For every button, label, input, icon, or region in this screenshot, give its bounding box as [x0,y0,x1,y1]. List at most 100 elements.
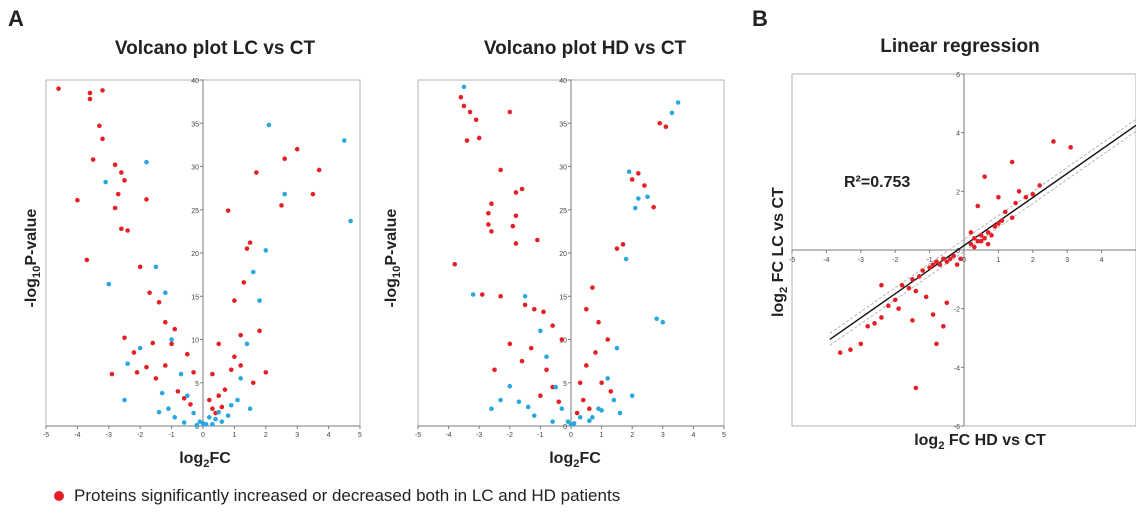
data-point [247,240,253,245]
data-point [608,389,614,394]
data-point [175,389,181,394]
x-tick-label: 4 [327,432,331,439]
x-tick-label: 2 [264,432,268,439]
data-point [544,367,549,373]
data-point [584,363,589,368]
data-point [522,293,528,299]
data-point [473,117,479,123]
data-point [996,221,1001,226]
data-point [574,410,580,416]
data-point [1051,139,1056,144]
data-point [944,259,950,265]
data-point [163,319,168,325]
x-tick-label: 0 [962,257,966,264]
data-point [645,194,650,200]
data-point [565,419,571,424]
data-point [927,265,932,270]
data-point [920,268,926,273]
data-point [985,241,991,247]
data-point [1068,145,1073,150]
data-point [467,109,473,115]
chart-title-hd: Volcano plot HD vs CT [483,38,687,59]
data-point [225,413,231,418]
data-point [144,197,149,202]
x-tick-label: 0 [569,432,573,439]
x-tick-label: -2 [507,432,513,439]
data-point [906,285,912,291]
data-point [629,177,635,182]
data-point [968,230,974,235]
data-point [858,341,864,347]
data-point [163,363,168,368]
y-tick-label: -6 [954,424,960,431]
data-point [342,138,347,143]
data-point [263,248,269,253]
data-point [669,110,675,116]
y-tick-label: 25 [191,208,199,215]
confidence-band-upper [829,118,1136,334]
data-point [498,293,503,299]
x-tick-label: 1 [996,257,1000,264]
data-point [244,246,250,251]
data-point [913,385,919,391]
data-point [559,337,565,342]
data-point [131,350,137,355]
data-point [112,205,118,211]
data-point [910,277,915,282]
data-point [194,422,200,428]
data-point [206,397,212,403]
data-point [879,315,884,320]
data-point [238,363,243,368]
y-tick-label: -2 [954,307,960,314]
data-point [489,406,494,412]
data-point [896,306,901,311]
data-point [513,190,519,195]
y-tick-label: 4 [956,131,960,138]
data-point [181,396,187,401]
chart-title-lc: Volcano plot LC vs CT [114,38,316,59]
data-point [238,376,243,381]
x-tick-label: -5 [789,257,795,264]
data-point [169,337,174,342]
data-point [100,88,105,93]
data-point [122,335,127,341]
data-point [978,238,984,244]
data-point [181,420,187,425]
y-tick-label: 6 [956,72,960,79]
legend-red-dot [54,491,64,501]
data-point [310,191,316,197]
data-point [620,242,626,247]
data-point [892,297,898,303]
data-point [159,390,165,396]
data-point [452,261,458,267]
data-point [590,415,595,420]
x-tick-label: -5 [43,432,49,439]
data-point [513,241,519,246]
data-point [954,262,960,267]
data-point [191,370,196,375]
x-tick-label: 1 [232,432,236,439]
x-tick-label: -2 [137,432,143,439]
x-axis-label-lc: log2FC [179,450,231,471]
data-point [519,358,525,364]
data-point [87,90,93,96]
data-point [1030,191,1036,197]
x-axis-label-regression: log2 FC HD vs CT [914,432,1046,453]
x-tick-label: -2 [892,257,898,264]
data-point [279,203,284,208]
data-point [235,397,240,403]
data-point [100,136,105,142]
y-tick-label: 0 [195,424,199,431]
x-tick-label: 3 [1065,257,1069,264]
data-point [228,367,234,373]
data-point [580,397,586,403]
data-point [657,120,663,126]
data-point [210,421,215,427]
legend-text: Proteins significantly increased or decr… [74,486,621,505]
data-point [106,281,112,287]
data-point [941,323,946,329]
x-tick-label: 0 [201,432,205,439]
regression-line [829,124,1136,340]
data-point [528,345,534,351]
data-point [282,191,287,197]
